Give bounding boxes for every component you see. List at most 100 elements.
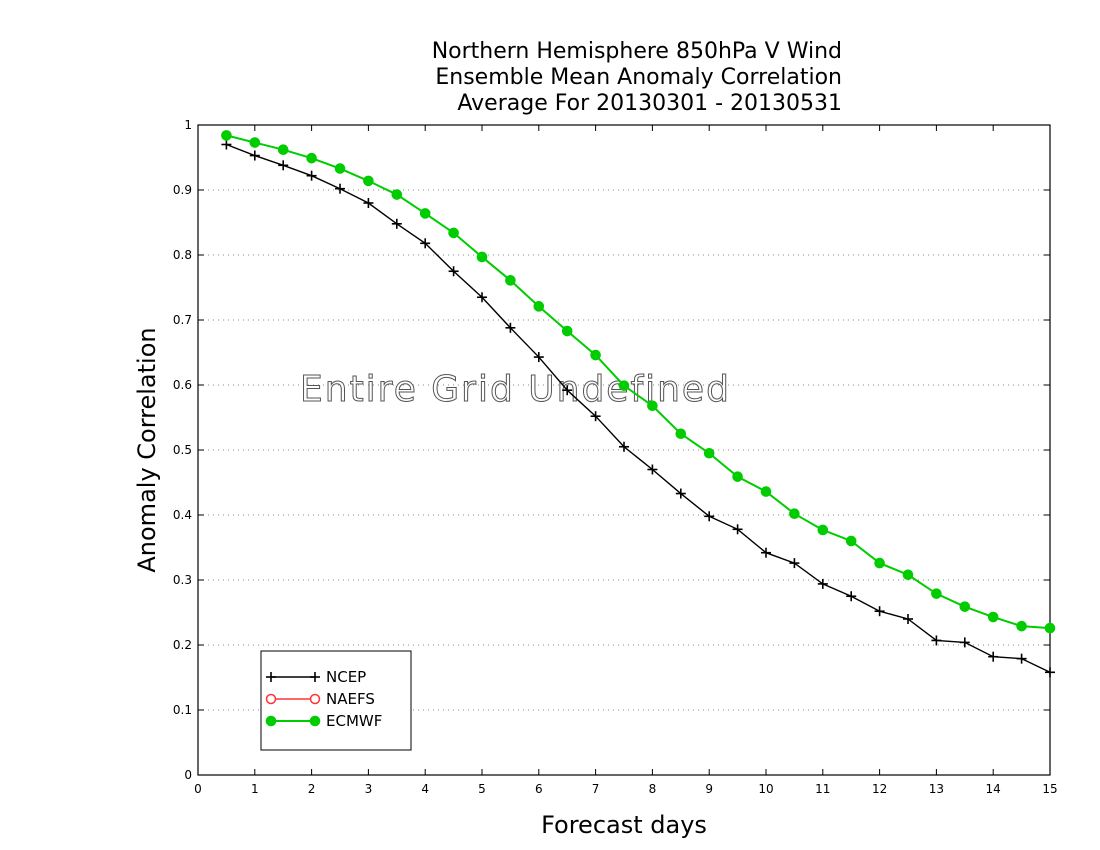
point-ncep-12 <box>562 385 573 396</box>
legend-box <box>260 650 412 751</box>
point-ecmwf-18 <box>732 471 743 482</box>
point-ecmwf-20 <box>789 508 800 520</box>
point-ecmwf-15 <box>647 400 658 412</box>
legend-label-ecmwf: ECMWF <box>326 712 382 730</box>
point-ncep-17 <box>704 511 715 522</box>
point-ecmwf-3 <box>306 152 317 164</box>
x-tick-label-2: 2 <box>308 782 316 796</box>
legend-marker-start-ecmwf <box>265 715 277 727</box>
point-ecmwf-26 <box>959 601 971 612</box>
point-ncep-27 <box>988 651 999 662</box>
point-ecmwf-7 <box>419 208 431 219</box>
y-tick-label-5: 0.5 <box>173 443 192 457</box>
x-axis-label: Forecast days <box>541 811 707 839</box>
point-ncep-19 <box>761 547 771 558</box>
title-line-2: Ensemble Mean Anomaly Correlation <box>435 65 842 90</box>
x-tick-label-5: 5 <box>478 782 486 796</box>
y-tick-label-6: 0.6 <box>173 378 192 392</box>
x-tick-label-11: 11 <box>815 782 830 796</box>
x-tick-label-15: 15 <box>1042 782 1057 796</box>
x-tick-label-1: 1 <box>251 782 259 796</box>
point-ncep-11 <box>533 352 544 363</box>
point-ncep-29 <box>1045 667 1055 678</box>
point-ncep-28 <box>1016 653 1027 664</box>
y-tick-label-8: 0.8 <box>173 248 192 262</box>
y-axis-ticks: 0 0.1 0.2 0.3 0.4 0.5 0.6 0.7 0.8 0.9 1 <box>173 118 1050 782</box>
x-tick-label-12: 12 <box>872 782 887 796</box>
point-ncep-6 <box>391 218 402 229</box>
point-ncep-0 <box>221 139 232 150</box>
series-line-ncep <box>226 143 1051 673</box>
point-ecmwf-6 <box>391 189 403 200</box>
point-ecmwf-5 <box>363 175 374 187</box>
point-ecmwf-29 <box>1044 622 1056 634</box>
y-tick-label-4: 0.4 <box>173 508 192 522</box>
title-line-3: Average For 20130301 - 20130531 <box>457 91 842 116</box>
point-ecmwf-0 <box>221 130 232 141</box>
point-ecmwf-11 <box>533 301 545 312</box>
x-tick-label-14: 14 <box>986 782 1001 796</box>
x-tick-label-0: 0 <box>194 782 202 796</box>
series-ecmwf <box>221 130 1056 634</box>
y-tick-label-2: 0.2 <box>173 638 192 652</box>
y-tick-label-9: 0.9 <box>173 183 192 197</box>
point-ecmwf-13 <box>590 349 601 361</box>
point-ecmwf-23 <box>874 557 885 569</box>
point-ncep-20 <box>789 558 800 569</box>
point-ecmwf-17 <box>703 447 715 459</box>
point-ecmwf-9 <box>476 251 488 263</box>
point-ecmwf-19 <box>760 486 772 497</box>
point-ecmwf-24 <box>902 569 914 581</box>
point-ecmwf-21 <box>817 524 829 536</box>
point-ncep-9 <box>477 292 487 303</box>
point-ncep-16 <box>675 488 686 499</box>
legend-item-ecmwf: ECMWF <box>265 712 382 730</box>
x-tick-label-4: 4 <box>421 782 429 796</box>
legend-marker-start-ncep <box>266 672 276 682</box>
legend: NCEP NAEFS ECMWF <box>260 650 412 751</box>
point-ecmwf-2 <box>277 144 289 155</box>
x-tick-label-3: 3 <box>365 782 373 796</box>
legend-marker-end-ncep <box>310 672 320 682</box>
point-ncep-3 <box>306 170 317 181</box>
x-tick-label-10: 10 <box>758 782 773 796</box>
legend-item-naefs: NAEFS <box>265 690 375 708</box>
series-layer <box>221 130 1056 678</box>
legend-item-ncep: NCEP <box>266 668 366 686</box>
point-ncep-1 <box>249 150 260 161</box>
point-ecmwf-12 <box>561 325 573 337</box>
legend-label-ncep: NCEP <box>326 668 366 686</box>
point-ncep-10 <box>505 322 516 333</box>
gridlines <box>198 189 1050 711</box>
point-ncep-26 <box>959 637 970 648</box>
point-ncep-23 <box>874 606 885 617</box>
x-tick-label-13: 13 <box>929 782 944 796</box>
point-ncep-8 <box>448 266 459 277</box>
title-line-1: Northern Hemisphere 850hPa V Wind <box>432 39 842 64</box>
point-ecmwf-8 <box>448 227 459 239</box>
point-ecmwf-28 <box>1016 620 1027 632</box>
point-ecmwf-27 <box>987 611 999 623</box>
x-tick-label-9: 9 <box>705 782 713 796</box>
point-ncep-24 <box>903 614 913 624</box>
legend-marker-end-ecmwf <box>309 715 321 727</box>
y-tick-label-1: 0.1 <box>173 703 192 717</box>
point-ecmwf-1 <box>249 137 261 148</box>
point-ncep-15 <box>647 464 658 475</box>
y-axis-label: Anomaly Correlation <box>133 327 161 572</box>
x-tick-label-6: 6 <box>535 782 543 796</box>
y-tick-label-10: 1 <box>184 118 192 132</box>
point-ncep-4 <box>335 183 345 194</box>
legend-marker-end-naefs <box>309 693 321 705</box>
point-ncep-25 <box>931 635 942 646</box>
annotation-text: Entire Grid Undefined <box>300 369 731 410</box>
chart-title: Northern Hemisphere 850hPa V Wind Ensemb… <box>432 39 842 116</box>
y-tick-label-0: 0 <box>184 768 192 782</box>
legend-label-naefs: NAEFS <box>326 690 375 708</box>
series-ncep <box>221 139 1055 678</box>
x-axis-ticks: 0 1 2 3 4 5 6 7 8 9 10 11 12 13 14 15 <box>194 125 1058 796</box>
y-tick-label-7: 0.7 <box>173 313 192 327</box>
point-ncep-14 <box>619 441 629 452</box>
y-tick-label-3: 0.3 <box>173 573 192 587</box>
point-ncep-18 <box>732 524 743 535</box>
